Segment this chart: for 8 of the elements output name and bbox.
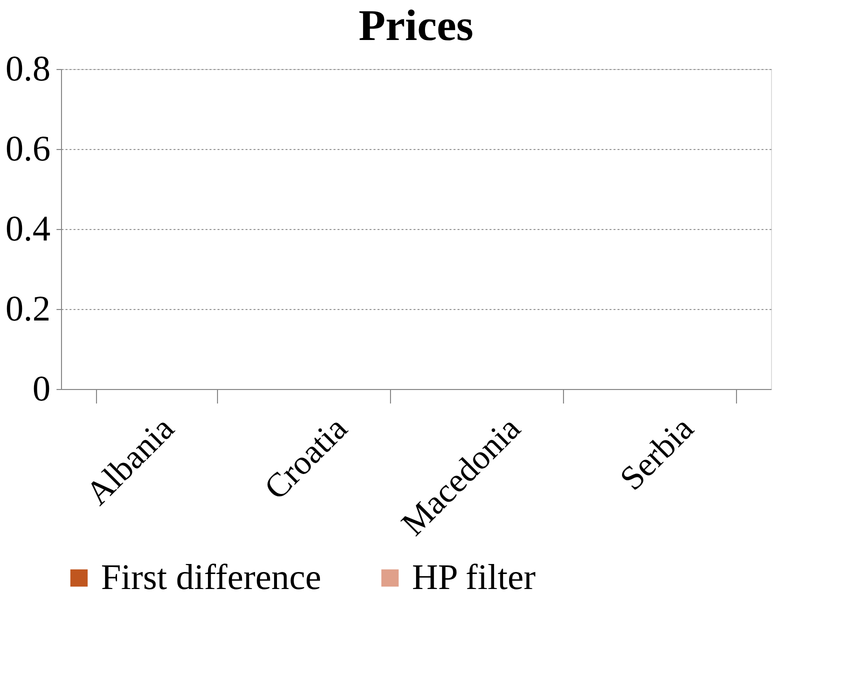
- legend-label: First difference: [101, 557, 322, 597]
- y-tick-label: 0.8: [6, 48, 50, 88]
- legend-label: HP filter: [412, 557, 536, 597]
- chart-title: Prices: [358, 1, 474, 50]
- y-tick-label: 0: [32, 368, 50, 408]
- y-tick-label: 0.6: [6, 128, 50, 168]
- y-tick-label: 0.4: [6, 208, 50, 248]
- y-tick-label: 0.2: [6, 288, 50, 328]
